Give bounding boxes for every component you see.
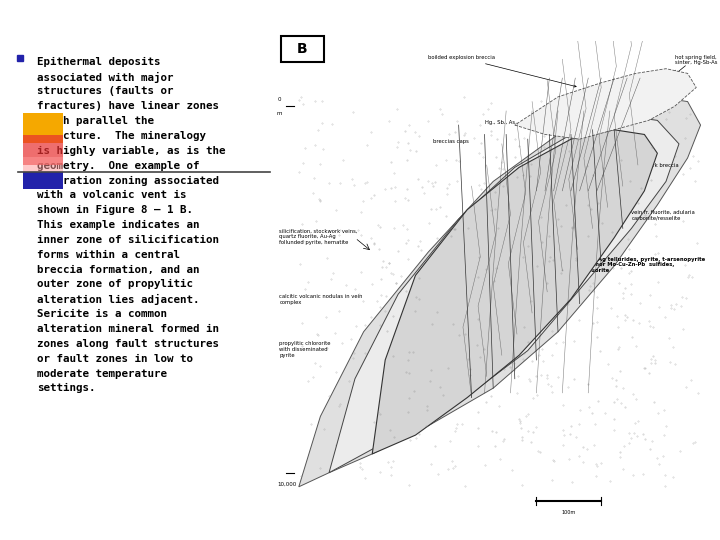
Text: Sericite is a common: Sericite is a common (37, 309, 168, 319)
Bar (281, 36, 324, 62)
Text: boilded explosion breccia: boilded explosion breccia (428, 55, 576, 87)
Text: structure.  The mineralogy: structure. The mineralogy (37, 131, 207, 141)
Text: B: B (297, 42, 307, 56)
Text: Au-Ag tellurides, pyrite, t-arsenopyrite
minor Mo-Cu-Zn-Pb  sulfides,
fluorite: Au-Ag tellurides, pyrite, t-arsenopyrite… (588, 256, 706, 273)
Bar (23, 113, 63, 143)
Text: propylitic chlororite
with disseminated
pyrite: propylitic chlororite with disseminated … (279, 341, 331, 358)
Text: forms within a central: forms within a central (37, 249, 181, 260)
Text: is highly variable, as is the: is highly variable, as is the (37, 146, 226, 156)
Text: m: m (276, 111, 282, 116)
Text: alteration lies adjacent.: alteration lies adjacent. (37, 294, 200, 305)
Bar (23, 135, 63, 165)
Text: which parallel the: which parallel the (37, 116, 154, 126)
Text: alteration mineral formed in: alteration mineral formed in (37, 324, 220, 334)
Text: outer zone of propylitic: outer zone of propylitic (37, 280, 194, 289)
Text: settings.: settings. (37, 383, 96, 394)
Text: silicification, stockwork veins,
quartz fluorite, Au-Ag
follunded pyrite, hemati: silicification, stockwork veins, quartz … (279, 228, 358, 245)
Text: Hg., Sb., As.: Hg., Sb., As. (485, 120, 516, 125)
Polygon shape (372, 130, 657, 454)
Polygon shape (299, 97, 701, 487)
Text: calcitic volcanic nodulas in vein
complex: calcitic volcanic nodulas in vein comple… (279, 294, 363, 305)
Text: shown in Figure 8 – 1 B.: shown in Figure 8 – 1 B. (37, 205, 194, 215)
Text: with a volcanic vent is: with a volcanic vent is (37, 191, 187, 200)
Polygon shape (329, 116, 679, 472)
Text: breccias caps: breccias caps (433, 139, 469, 144)
Text: stockwork breccia: stockwork breccia (631, 163, 679, 167)
Text: This example indicates an: This example indicates an (37, 220, 200, 230)
Polygon shape (515, 69, 696, 139)
Text: moderate temperature: moderate temperature (37, 368, 168, 379)
Bar (23, 172, 63, 189)
Text: Epithermal deposits: Epithermal deposits (37, 57, 161, 67)
Text: structures (faults or: structures (faults or (37, 86, 174, 97)
Text: 100m: 100m (562, 510, 576, 515)
Text: inner zone of silicification: inner zone of silicification (37, 235, 220, 245)
Text: associated with major: associated with major (37, 71, 174, 83)
Text: morena alteration zone adularia, carbonite, particles
py, fa, smectite, montmori: morena alteration zone adularia, carboni… (415, 313, 555, 324)
Text: zones along fault structures: zones along fault structures (37, 339, 220, 349)
Text: fractures) have linear zones: fractures) have linear zones (37, 102, 220, 111)
Text: vein fr. fluorite, adularia
carbonite/resselite: vein fr. fluorite, adularia carbonite/re… (631, 210, 696, 220)
Text: breccia formation, and an: breccia formation, and an (37, 265, 200, 275)
Bar (23, 157, 63, 178)
Text: alteration zoning associated: alteration zoning associated (37, 176, 220, 186)
Text: 0: 0 (278, 97, 282, 102)
Text: or fault zones in low to: or fault zones in low to (37, 354, 194, 364)
Text: geometry.  One example of: geometry. One example of (37, 160, 200, 171)
Text: hot spring field,
sinter, Hg-Sb-As: hot spring field, sinter, Hg-Sb-As (675, 55, 717, 65)
Text: 10,000: 10,000 (277, 482, 297, 487)
